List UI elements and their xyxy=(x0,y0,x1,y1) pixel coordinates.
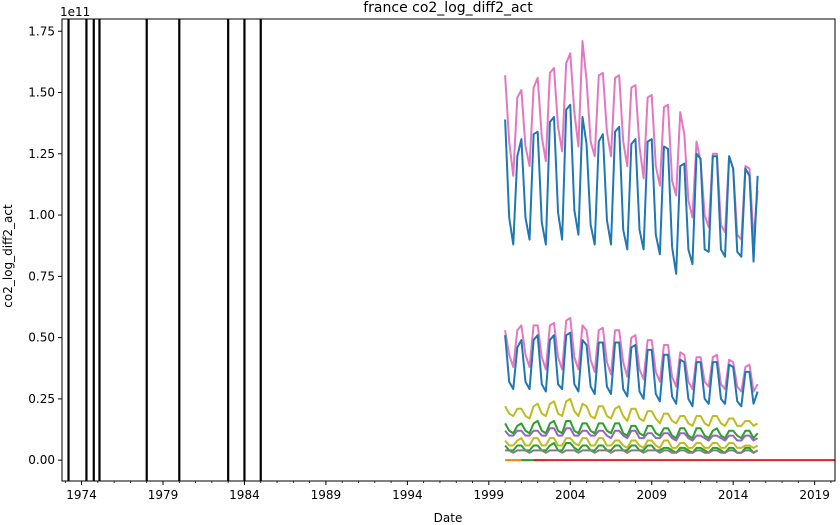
series-line-8 xyxy=(504,442,759,454)
y-offset-label: 1e11 xyxy=(60,5,90,19)
x-tick-label-3: 1989 xyxy=(311,488,342,502)
x-tick-label-7: 2009 xyxy=(636,488,667,502)
y-tick-label-1: 0.25 xyxy=(28,392,55,406)
series-line-6 xyxy=(504,427,759,442)
axes-layer: 1974 1979 1984 1989 1994 1999 2004 2009 2014 2019… xyxy=(28,24,832,502)
x-axis-label: Date xyxy=(434,511,463,525)
series-line-0 xyxy=(504,40,759,241)
x-tick-label-6: 2004 xyxy=(555,488,586,502)
y-tick-label-0: 0.00 xyxy=(28,453,55,467)
x-tick-label-9: 2019 xyxy=(799,488,830,502)
x-tick-label-2: 1984 xyxy=(229,488,260,502)
x-tick-label-1: 1979 xyxy=(148,488,179,502)
x-tick-label-0: 1974 xyxy=(66,488,97,502)
y-tick-label-6: 1.50 xyxy=(28,86,55,100)
y-tick-label-4: 1.00 xyxy=(28,208,55,222)
y-tick-label-5: 1.25 xyxy=(28,147,55,161)
x-tick-label-5: 1999 xyxy=(474,488,505,502)
series-line-5 xyxy=(504,419,759,440)
x-tick-label-4: 1994 xyxy=(392,488,423,502)
y-axis-label: co2_log_diff2_act xyxy=(1,204,15,308)
y-tick-label-3: 0.75 xyxy=(28,269,55,283)
series-line-3 xyxy=(504,331,759,408)
series-line-7 xyxy=(504,437,759,449)
y-tick-label-2: 0.50 xyxy=(28,331,55,345)
x-tick-label-8: 2014 xyxy=(718,488,749,502)
plot-frame xyxy=(61,18,836,482)
plot-area xyxy=(67,19,835,481)
series-line-9 xyxy=(505,449,759,454)
y-tick-label-7: 1.75 xyxy=(28,24,55,38)
series-line-2 xyxy=(504,317,759,393)
chart-title: france co2_log_diff2_act xyxy=(363,0,533,16)
series-line-1 xyxy=(504,103,759,275)
series-line-4 xyxy=(504,397,759,427)
